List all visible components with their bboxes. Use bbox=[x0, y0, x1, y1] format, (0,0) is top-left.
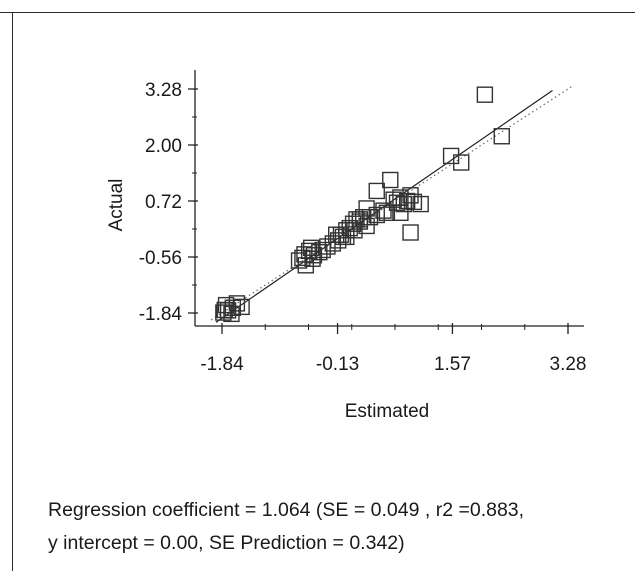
regression-caption: Regression coefficient = 1.064 (SE = 0.0… bbox=[48, 494, 524, 560]
data-point bbox=[403, 225, 418, 240]
regression-fit-line bbox=[216, 91, 553, 323]
y-tick-label: -0.56 bbox=[139, 248, 182, 269]
reference-line bbox=[211, 86, 573, 320]
data-point bbox=[369, 183, 384, 198]
x-tick-label: -1.84 bbox=[200, 354, 244, 375]
x-tick-label: 1.57 bbox=[434, 354, 471, 375]
x-tick-label: 3.28 bbox=[550, 354, 587, 375]
y-axis-title: Actual bbox=[106, 179, 127, 232]
y-tick-label: 0.72 bbox=[145, 192, 182, 213]
x-tick-label: -0.13 bbox=[316, 354, 359, 375]
y-tick-label: 3.28 bbox=[145, 80, 182, 101]
y-tick-label: 2.00 bbox=[145, 136, 182, 157]
data-point bbox=[494, 129, 509, 144]
data-point bbox=[383, 173, 398, 188]
caption-line-2: y intercept = 0.00, SE Prediction = 0.34… bbox=[48, 527, 524, 560]
y-tick-label: -1.84 bbox=[139, 304, 183, 325]
caption-line-1: Regression coefficient = 1.064 (SE = 0.0… bbox=[48, 494, 524, 527]
data-point bbox=[477, 87, 492, 102]
x-axis-title: Estimated bbox=[345, 401, 429, 422]
data-point bbox=[444, 148, 459, 163]
plot-elements: 3.28 2.00 0.72 -0.56 -1.84 -1.84 -0.13 1.57 3.28 bbox=[139, 70, 587, 375]
scatter-chart: 3.282.000.72-0.56-1.84-1.84 -0.13 1.57 3.28… bbox=[0, 0, 635, 480]
